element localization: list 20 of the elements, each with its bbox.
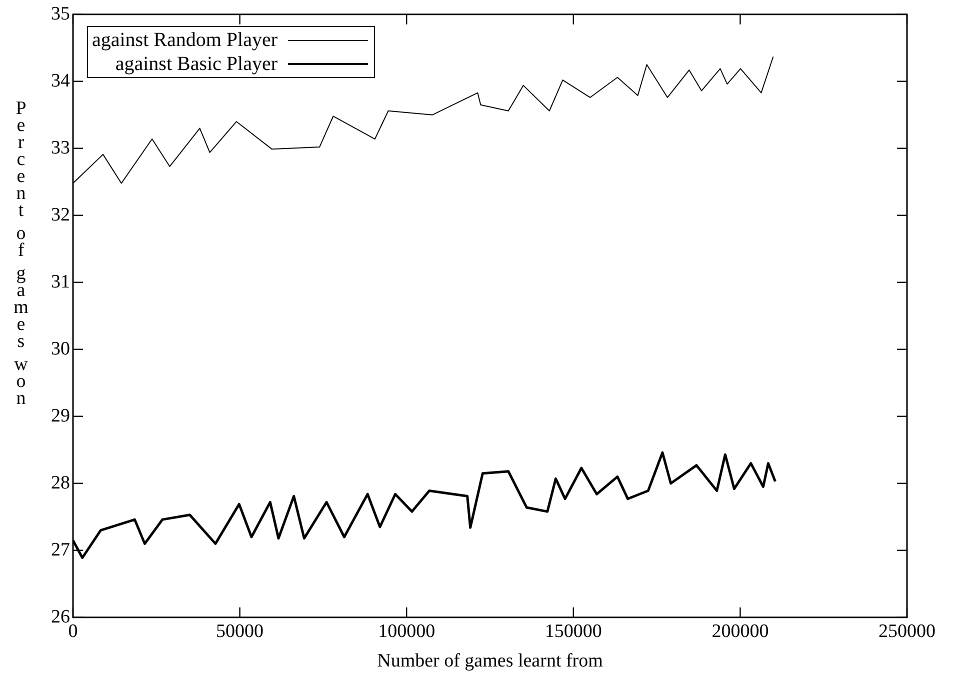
- y-tick-label: 35: [51, 3, 70, 24]
- x-tick-label: 100000: [378, 620, 436, 642]
- x-axis-title: Number of games learnt from: [377, 650, 604, 672]
- y-tick-label: 31: [51, 271, 70, 292]
- y-tick-label: 33: [51, 137, 70, 158]
- x-tick-label: 50000: [216, 620, 264, 642]
- y-tick-label: 34: [51, 70, 70, 92]
- y-tick-label: 27: [51, 539, 70, 560]
- x-tick-label: 200000: [712, 620, 769, 642]
- x-tick-label: 0: [68, 620, 78, 642]
- y-tick-label: 32: [51, 204, 70, 226]
- y-tick-label: 26: [51, 606, 70, 628]
- y-tick-label: 29: [51, 405, 70, 426]
- y-tick-label: 28: [51, 472, 70, 494]
- x-tick-label: 150000: [544, 620, 602, 642]
- y-tick-label: 30: [51, 338, 70, 360]
- legend-label: against Basic Player: [115, 52, 278, 76]
- text: Percent of games won: [14, 98, 28, 409]
- x-tick-label: 250000: [878, 620, 936, 642]
- legend-label: against Random Player: [92, 28, 278, 52]
